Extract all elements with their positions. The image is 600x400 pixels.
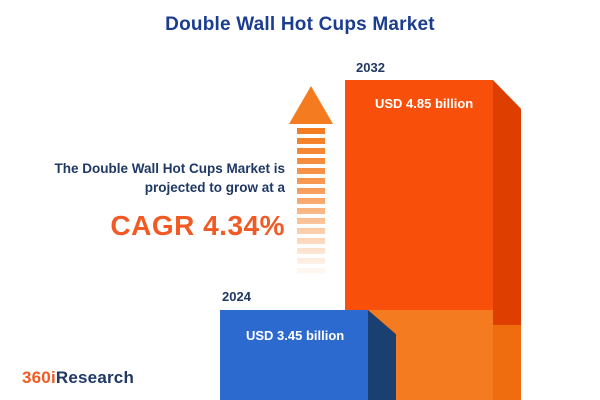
annotation-line-2: projected to grow at a — [144, 179, 285, 195]
bar-2032-side-face — [493, 80, 521, 400]
cagr-value: CAGR 4.34% — [110, 209, 285, 241]
bar-value-2024: USD 3.45 billion — [246, 328, 345, 343]
bar-value-2032: USD 4.85 billion — [375, 96, 474, 111]
annotation-block: The Double Wall Hot Cups Market is proje… — [8, 160, 285, 245]
brand-logo: 360iResearch — [22, 368, 134, 388]
brand-logo-prefix: 360i — [22, 368, 56, 387]
page-title: Double Wall Hot Cups Market — [165, 14, 435, 35]
bar-2024 — [220, 310, 368, 400]
growth-arrow-fade — [296, 128, 326, 280]
annotation-line-1: The Double Wall Hot Cups Market is — [54, 161, 285, 176]
brand-logo-suffix: Research — [55, 368, 135, 387]
year-label-2032: 2032 — [356, 60, 385, 75]
growth-arrow-head-icon — [289, 86, 333, 124]
year-label-2024: 2024 — [222, 289, 251, 304]
